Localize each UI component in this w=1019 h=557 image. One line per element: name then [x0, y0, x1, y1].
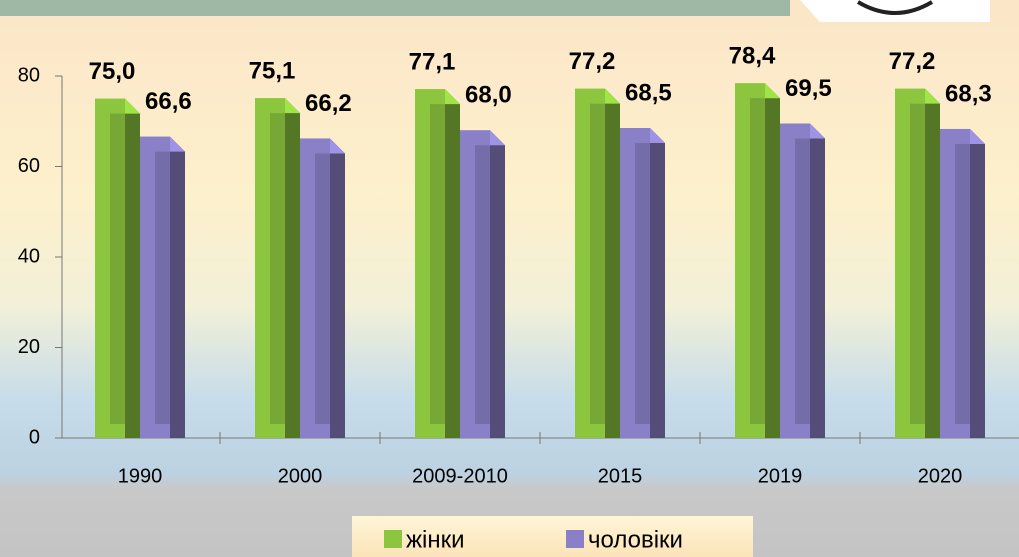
- header-strip: [0, 0, 790, 16]
- bar-side: [445, 89, 460, 438]
- value-label: 77,2: [889, 48, 936, 75]
- y-tick-label: 40: [18, 245, 40, 267]
- value-label: 78,4: [729, 43, 776, 70]
- y-tick-label: 60: [18, 155, 40, 177]
- y-tick-label: 20: [18, 336, 40, 358]
- bar-inner: [475, 145, 490, 425]
- value-label: 68,0: [465, 82, 512, 109]
- value-label: 66,6: [145, 88, 192, 115]
- bar-inner: [155, 151, 170, 424]
- bar-inner: [750, 98, 765, 425]
- bar-inner: [110, 113, 125, 424]
- y-tick-label: 0: [29, 426, 40, 448]
- bar-inner: [315, 153, 330, 424]
- bar-inner: [910, 103, 925, 425]
- bar-side: [490, 130, 505, 439]
- value-label: 75,0: [89, 58, 136, 85]
- y-tick-label: 80: [18, 64, 40, 86]
- value-label: 75,1: [249, 58, 296, 85]
- value-label: 77,1: [409, 48, 456, 75]
- legend-label: чоловіки: [588, 526, 683, 553]
- bar-inner: [955, 143, 970, 424]
- bar-side: [125, 98, 140, 438]
- bar-inner: [635, 143, 650, 424]
- value-label: 68,5: [625, 79, 672, 106]
- bar-inner: [590, 103, 605, 425]
- bar-side: [285, 98, 300, 439]
- x-tick-label: 1990: [118, 465, 163, 487]
- bar-side: [765, 83, 780, 439]
- value-label: 77,2: [569, 48, 616, 75]
- x-tick-label: 2000: [278, 465, 323, 487]
- bar-side: [810, 123, 825, 438]
- bar-side: [330, 138, 345, 438]
- value-label: 66,2: [305, 90, 352, 117]
- bar-inner: [795, 138, 810, 424]
- bar-side: [925, 88, 940, 439]
- legend-label: жінки: [406, 526, 465, 553]
- x-tick-label: 2020: [918, 465, 963, 487]
- legend: [352, 516, 753, 557]
- value-label: 68,3: [945, 80, 992, 107]
- bar-side: [650, 128, 665, 438]
- bar-side: [970, 128, 985, 438]
- x-tick-label: 2015: [598, 465, 643, 487]
- bar-side: [170, 136, 185, 438]
- bar-inner: [430, 104, 445, 424]
- x-tick-label: 2009-2010: [412, 465, 508, 487]
- legend-swatch: [384, 530, 402, 548]
- x-tick-label: 2019: [758, 465, 803, 487]
- legend-swatch: [566, 530, 584, 548]
- value-label: 69,5: [785, 75, 832, 102]
- bar-side: [605, 88, 620, 439]
- logo-icon: [856, 0, 934, 15]
- bar-inner: [270, 113, 285, 425]
